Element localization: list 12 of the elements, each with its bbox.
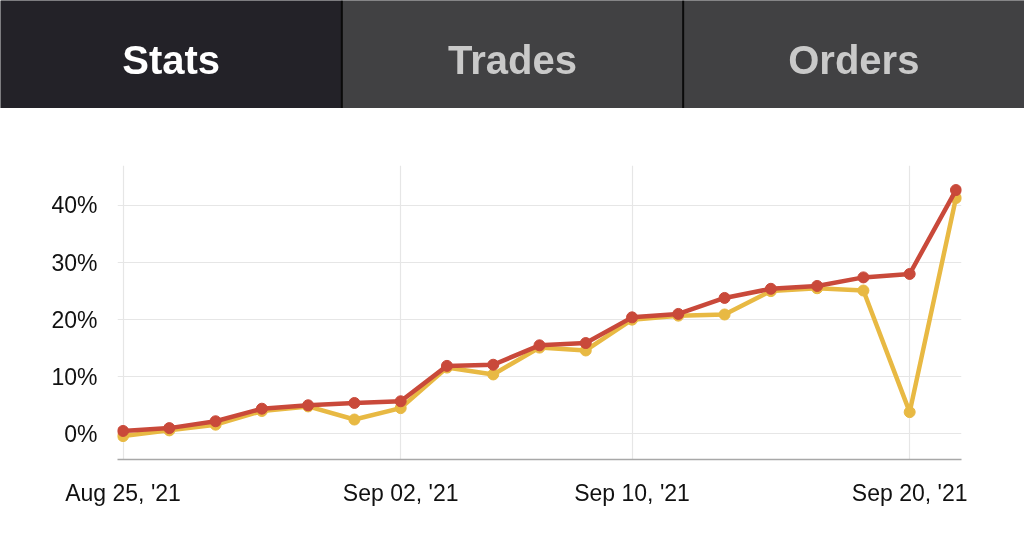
y-tick-label: 10% [51,363,98,390]
text: Trades [448,37,577,82]
y-tick-label: 30% [51,249,98,276]
x-tick-label: Aug 25, '21 [65,479,181,506]
x-tick-label: Sep 02, '21 [342,479,459,506]
text: Stats [122,37,221,82]
y-tick-label: 0% [64,420,98,447]
x-tick-label: Sep 10, '21 [574,479,690,506]
y-tick-label: 40% [51,192,98,219]
y-tick-label: 20% [51,306,98,333]
text: Orders [788,37,920,82]
x-tick-label: Sep 20, '21 [851,479,968,506]
